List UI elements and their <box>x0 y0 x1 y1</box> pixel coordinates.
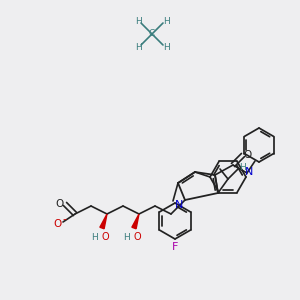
Text: O: O <box>133 232 141 242</box>
Polygon shape <box>132 214 139 229</box>
Text: H: H <box>240 163 246 172</box>
Text: O: O <box>101 232 109 242</box>
Text: H: H <box>163 43 170 52</box>
Text: O: O <box>55 199 63 209</box>
Text: N: N <box>175 200 183 210</box>
Text: O: O <box>54 219 62 229</box>
Text: H: H <box>135 16 141 26</box>
Text: -: - <box>62 214 66 224</box>
Text: H: H <box>123 232 129 242</box>
Text: N: N <box>245 167 253 177</box>
Text: H: H <box>91 232 98 242</box>
Text: C: C <box>149 29 155 38</box>
Text: O: O <box>244 150 252 160</box>
Text: H: H <box>163 16 170 26</box>
Polygon shape <box>100 214 107 229</box>
Text: F: F <box>172 242 178 252</box>
Text: H: H <box>135 43 141 52</box>
